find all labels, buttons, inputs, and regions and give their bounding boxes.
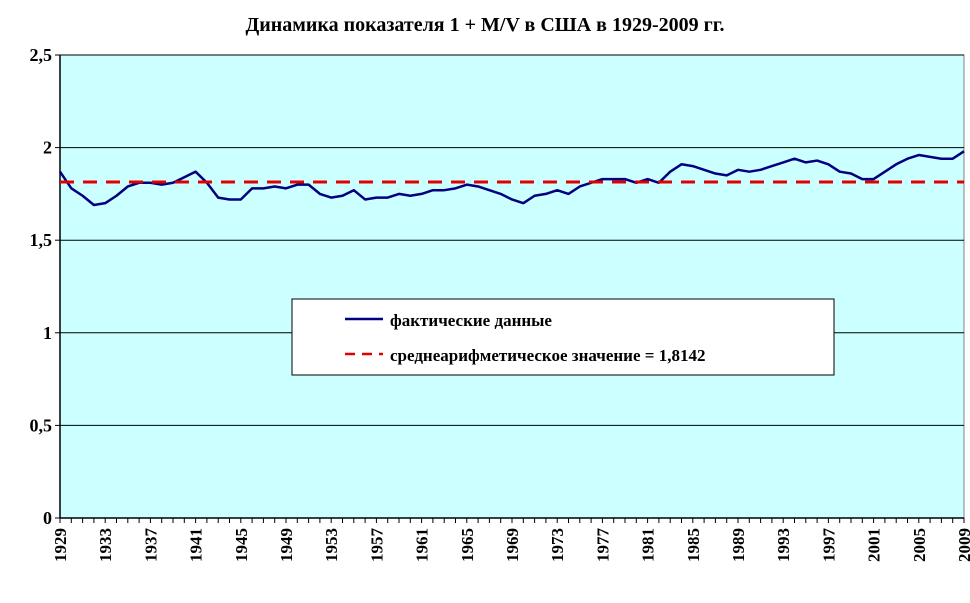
y-tick-label: 0 [43,508,52,528]
legend-label-actual: фактические данные [390,311,552,330]
x-tick-label: 1945 [232,528,251,562]
y-tick-label: 1 [43,323,52,343]
x-tick-label: 1981 [639,528,658,562]
legend-label-mean: среднеарифметическое значение = 1,8142 [390,346,705,365]
legend-box [291,298,835,376]
x-tick-label: 1933 [96,528,115,562]
x-axis-ticks: 1929 1933 1937 1941 1945 1949 1953 1957 1961 1965… [51,518,970,562]
legend: фактические данные среднеарифметическое … [291,298,835,376]
x-tick-label: 1957 [367,528,386,563]
x-tick-label: 1973 [548,528,567,562]
y-tick-label: 0,5 [30,415,53,435]
y-axis-ticks: 0 0,5 1 1,5 2 2,5 [30,45,60,528]
y-tick-label: 1,5 [30,230,53,250]
x-tick-label: 1953 [322,528,341,562]
x-tick-label: 2001 [865,528,884,562]
x-tick-label: 1961 [413,528,432,562]
x-tick-label: 2009 [955,528,970,562]
x-tick-label: 1993 [774,528,793,562]
x-tick-label: 1937 [141,528,160,563]
x-tick-label: 1997 [819,528,838,563]
series-layer [58,150,965,207]
x-tick-label: 2005 [910,528,929,562]
x-tick-label: 1989 [729,528,748,562]
y-tick-label: 2,5 [30,45,53,65]
x-tick-label: 1941 [187,528,206,562]
plot-area [59,54,965,519]
y-tick-label: 2 [43,138,52,158]
x-tick-label: 1965 [458,528,477,562]
x-tick-label: 1969 [503,528,522,562]
chart-title: Динамика показателя 1 + M/V в США в 1929… [245,14,725,36]
x-tick-label: 1977 [593,528,612,563]
series-line-actual [58,150,965,207]
x-tick-label: 1929 [51,528,70,562]
x-tick-label: 1949 [277,528,296,562]
x-tick-label: 1985 [684,528,703,562]
